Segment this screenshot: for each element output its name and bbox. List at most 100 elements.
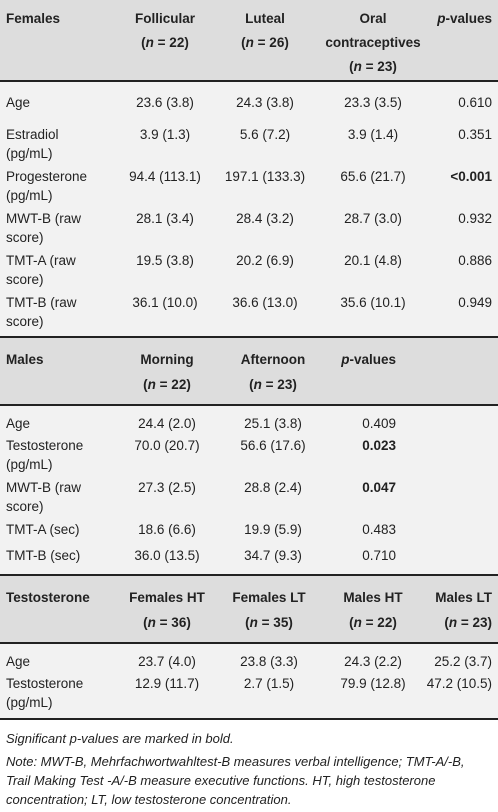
- row-label: TMT-A (sec): [6, 522, 80, 537]
- col-females-ht-n: (n = 36): [143, 615, 191, 630]
- col-follicular: Follicular: [134, 11, 195, 26]
- row-label: Progesterone: [6, 169, 88, 184]
- col-luteal-n: (n = 26): [241, 35, 289, 50]
- cell-follicular: 94.4 (113.1): [129, 169, 201, 184]
- cell-males-lt: 47.2 (10.5): [426, 676, 492, 691]
- col-oral-n: (n = 23): [349, 59, 397, 74]
- rule: [0, 336, 498, 338]
- cell-pvalue: 0.610: [458, 95, 492, 110]
- row-label: Testosterone: [6, 438, 84, 453]
- row-label: Age: [6, 95, 31, 110]
- cell-follicular: 28.1 (3.4): [136, 211, 194, 226]
- row-label-cont: score): [6, 230, 44, 245]
- cell-luteal: 36.6 (13.0): [232, 295, 298, 310]
- significance-note: Significant p-values are marked in bold.: [6, 731, 234, 746]
- testosterone-title: Testosterone: [6, 590, 90, 605]
- row-label: TMT-A (raw: [6, 253, 76, 268]
- col-males-lt: Males LT: [435, 590, 492, 605]
- cell-males-ht: 79.9 (12.8): [340, 676, 406, 691]
- males-title: Males: [6, 352, 44, 367]
- rule: [0, 80, 498, 82]
- col-follicular-n: (n = 22): [141, 35, 189, 50]
- cell-females-lt: 2.7 (1.5): [243, 676, 295, 691]
- cell-pvalue: 0.483: [362, 522, 396, 537]
- testosterone-header: [0, 576, 498, 642]
- cell-afternoon: 28.8 (2.4): [244, 480, 302, 495]
- males-body: [0, 406, 498, 574]
- cell-morning: 70.0 (20.7): [134, 438, 200, 453]
- col-pvalues: p-values: [437, 11, 492, 26]
- col-afternoon: Afternoon: [240, 352, 306, 367]
- row-label: Testosterone: [6, 676, 84, 691]
- col-males-ht-n: (n = 22): [349, 615, 397, 630]
- col-afternoon-n: (n = 23): [249, 377, 297, 392]
- cell-pvalue: 0.932: [458, 211, 492, 226]
- cell-females-ht: 12.9 (11.7): [134, 676, 200, 691]
- cell-follicular: 3.9 (1.3): [139, 127, 191, 142]
- cell-oral: 35.6 (10.1): [340, 295, 406, 310]
- abbreviations-note: Note: MWT-B, Mehrfachwortwahltest-B meas…: [6, 754, 465, 807]
- col-morning-n: (n = 22): [143, 377, 191, 392]
- cell-pvalue: <0.001: [450, 169, 492, 184]
- cell-afternoon: 25.1 (3.8): [244, 416, 302, 431]
- cell-morning: 27.3 (2.5): [138, 480, 196, 495]
- row-label: TMT-B (raw: [6, 295, 77, 310]
- col-males-lt-n: (n = 23): [444, 615, 492, 630]
- rule: [0, 404, 498, 406]
- row-label-cont: (pg/mL): [6, 695, 53, 710]
- cell-luteal: 28.4 (3.2): [236, 211, 294, 226]
- row-label: Age: [6, 654, 31, 669]
- cell-males-ht: 24.3 (2.2): [344, 654, 402, 669]
- row-label-cont: (pg/mL): [6, 188, 53, 203]
- row-label: MWT-B (raw: [6, 480, 81, 495]
- cell-pvalue: 0.409: [362, 416, 396, 431]
- rule: [0, 574, 498, 576]
- row-label-cont: score): [6, 499, 44, 514]
- row-label: Estradiol: [6, 127, 59, 142]
- cell-oral: 28.7 (3.0): [344, 211, 402, 226]
- cell-oral: 65.6 (21.7): [340, 169, 406, 184]
- cell-pvalue: 0.710: [362, 548, 396, 563]
- col-females-lt-n: (n = 35): [245, 615, 293, 630]
- cell-afternoon: 19.9 (5.9): [244, 522, 302, 537]
- col-luteal: Luteal: [245, 11, 285, 26]
- col-morning: Morning: [140, 352, 194, 367]
- females-title: Females: [6, 11, 61, 26]
- cell-morning: 36.0 (13.5): [134, 548, 200, 563]
- cell-afternoon: 56.6 (17.6): [240, 438, 306, 453]
- cell-follicular: 19.5 (3.8): [136, 253, 194, 268]
- males-header: [0, 338, 498, 404]
- row-label-cont: score): [6, 272, 44, 287]
- row-label-cont: score): [6, 314, 44, 329]
- females-header: [0, 0, 498, 80]
- cell-pvalue: 0.949: [458, 295, 492, 310]
- cell-luteal: 5.6 (7.2): [239, 127, 291, 142]
- cell-females-lt: 23.8 (3.3): [240, 654, 298, 669]
- cell-oral: 3.9 (1.4): [347, 127, 399, 142]
- col-males-ht: Males HT: [343, 590, 403, 605]
- cell-pvalue: 0.886: [458, 253, 492, 268]
- rule: [0, 642, 498, 644]
- row-label: Age: [6, 416, 31, 431]
- cell-males-lt: 25.2 (3.7): [434, 654, 492, 669]
- cell-oral: 20.1 (4.8): [344, 253, 402, 268]
- row-label-cont: (pg/mL): [6, 146, 53, 161]
- testosterone-body: [0, 644, 498, 718]
- cell-luteal: 24.3 (3.8): [236, 95, 294, 110]
- col-oral-2: contraceptives: [325, 35, 421, 50]
- cell-luteal: 20.2 (6.9): [236, 253, 294, 268]
- cell-pvalue: 0.351: [458, 127, 492, 142]
- col-oral: Oral: [359, 11, 387, 26]
- cell-follicular: 23.6 (3.8): [136, 95, 194, 110]
- row-label: MWT-B (raw: [6, 211, 81, 226]
- row-label-cont: (pg/mL): [6, 457, 53, 472]
- row-label: TMT-B (sec): [6, 548, 81, 563]
- col-females-lt: Females LT: [232, 590, 306, 605]
- col-females-ht: Females HT: [129, 590, 205, 605]
- cell-females-ht: 23.7 (4.0): [138, 654, 196, 669]
- cell-pvalue: 0.023: [362, 438, 396, 453]
- cell-follicular: 36.1 (10.0): [132, 295, 198, 310]
- cell-pvalue: 0.047: [362, 480, 396, 495]
- females-body: [0, 82, 498, 336]
